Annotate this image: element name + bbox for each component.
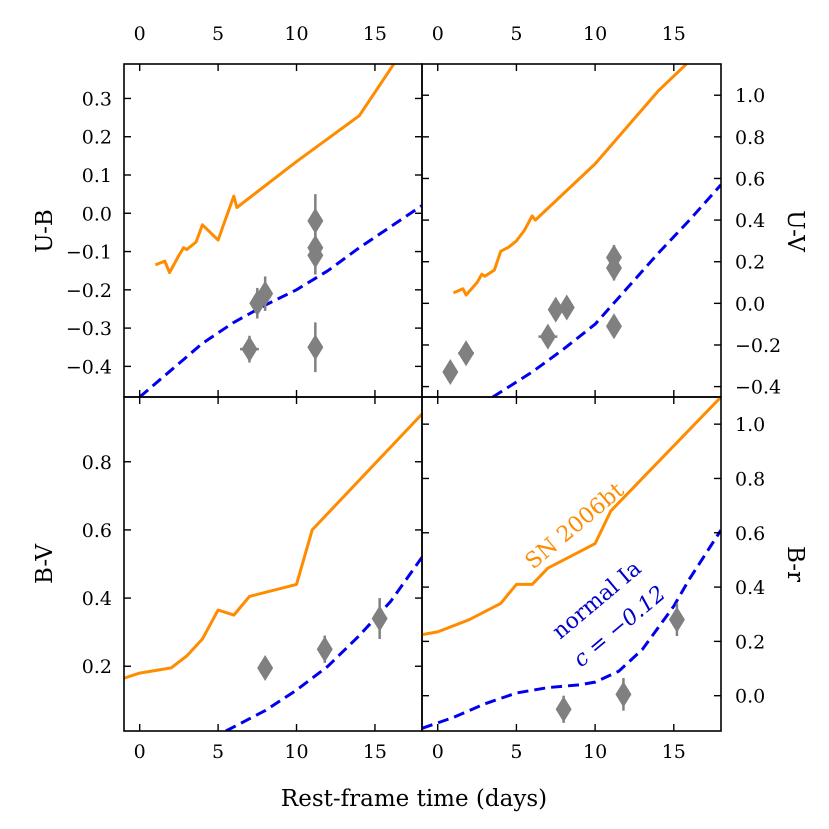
data-point	[307, 322, 324, 373]
diamond-marker	[539, 323, 556, 350]
data-point	[547, 296, 564, 323]
diamond-marker	[668, 606, 685, 633]
axes-frame	[421, 396, 722, 732]
normal-ia-curve	[138, 204, 422, 397]
ylabel-b-r: B-r	[782, 546, 808, 582]
panel-b-r: 0 5 10 150.00.20.40.60.81.0 B-r SN 2006bt n…	[421, 396, 808, 763]
y-tick-label: −0.2	[735, 335, 781, 357]
y-tick-label: 0.6	[735, 523, 765, 545]
y-tick-label: −0.2	[66, 280, 112, 302]
diamond-marker	[605, 313, 622, 340]
diamond-marker	[547, 296, 564, 323]
diamond-marker	[605, 254, 622, 281]
sn2006bt-curve	[452, 64, 688, 297]
x-tick-label: 0	[432, 741, 444, 763]
data-point	[558, 294, 575, 321]
y-tick-label: 1.0	[735, 85, 765, 107]
diamond-marker	[442, 359, 459, 386]
normal-ia-curve	[225, 556, 422, 731]
panel-b-v: 0 5 10 15 0.2 0.4 0.6 0.8 B-V	[32, 396, 423, 763]
y-tick-label: 0.6	[82, 520, 112, 542]
data-point	[371, 598, 388, 639]
y-tick-label: 0.4	[735, 577, 765, 599]
y-tick-label: −0.3	[66, 318, 112, 340]
data-point	[458, 340, 475, 367]
x-tick-label: 5	[510, 23, 522, 45]
diamond-marker	[458, 340, 475, 367]
panel-u-v: 0 5 10 15 −0.4 −0.2 0.0 0.2 0.4 0.6 0.8 1.0 U-V	[421, 23, 808, 399]
normal-ia-curve	[422, 529, 721, 730]
y-tick-label: 0.3	[82, 88, 112, 110]
ylabel-b-v: B-V	[32, 544, 58, 584]
y-tick-label: 0.0	[735, 686, 765, 708]
y-tick-label: 0.1	[82, 165, 112, 187]
y-tick-label: 0.0	[82, 203, 112, 225]
diamond-marker	[307, 207, 324, 234]
data-point	[240, 335, 259, 363]
y-tick-label: 1.0	[735, 414, 765, 436]
x-tick-label: 15	[363, 741, 387, 763]
x-tick-label: 15	[363, 23, 387, 45]
x-tick-label: 5	[212, 23, 224, 45]
x-tick-label: 5	[212, 741, 224, 763]
diamond-marker	[316, 636, 333, 663]
data-point	[555, 695, 572, 723]
x-tick-label: 0	[134, 741, 146, 763]
data-point	[668, 603, 685, 636]
y-tick-label: 0.8	[735, 468, 765, 490]
diamond-marker	[555, 696, 572, 723]
data-point	[538, 323, 558, 350]
normal-ia-curve	[491, 183, 721, 397]
data-point	[257, 654, 274, 681]
x-tick-label: 0	[432, 23, 444, 45]
y-tick-label: 0.8	[82, 452, 112, 474]
x-tick-label: 15	[662, 741, 686, 763]
panel-u-b: 0 5 10 15 −0.4 −0.3 −0.2 −0.1 0.0 0.1 0.2 0.3 U-B	[32, 23, 423, 398]
x-tick-label: 10	[583, 741, 607, 763]
y-tick-label: 0.2	[82, 656, 112, 678]
x-tick-label: 10	[583, 23, 607, 45]
diamond-marker	[558, 294, 575, 321]
diamond-marker	[615, 681, 632, 708]
data-point	[307, 236, 324, 275]
y-tick-label: 0.4	[82, 588, 112, 610]
axes-frame	[123, 396, 423, 732]
y-tick-label: 0.2	[82, 127, 112, 149]
axes-frame	[123, 63, 423, 398]
y-tick-label: −0.4	[66, 356, 112, 378]
y-tick-label: 0.0	[735, 293, 765, 315]
diamond-marker	[307, 334, 324, 361]
x-tick-label: 10	[284, 23, 308, 45]
sn2006bt-curve	[154, 64, 396, 275]
diamond-marker	[257, 654, 274, 681]
x-tick-label: 10	[284, 741, 308, 763]
y-tick-label: 0.8	[735, 127, 765, 149]
y-tick-label: 0.4	[735, 210, 765, 232]
sn2006bt-curve	[422, 397, 721, 637]
x-tick-label: 15	[662, 23, 686, 45]
sn2006bt-curve	[124, 412, 422, 680]
data-point	[257, 276, 274, 311]
data-point	[605, 313, 622, 340]
annotation-sn2006bt: SN 2006bt	[521, 478, 629, 575]
data-point	[442, 359, 459, 386]
y-tick-label: 0.2	[735, 252, 765, 274]
y-tick-label: 0.6	[735, 168, 765, 190]
diamond-marker	[257, 280, 274, 307]
diamond-marker	[371, 605, 388, 632]
data-point	[605, 254, 622, 281]
x-tick-label: 0	[134, 23, 146, 45]
ylabel-u-v: U-V	[782, 210, 808, 252]
y-tick-label: 0.2	[735, 631, 765, 653]
diamond-marker	[241, 336, 258, 363]
data-point	[615, 678, 632, 711]
x-axis-label: Rest-frame time (days)	[281, 786, 547, 812]
data-point	[316, 635, 333, 663]
diamond-marker	[307, 242, 324, 269]
y-tick-label: −0.4	[735, 377, 781, 399]
ylabel-u-b: U-B	[32, 209, 58, 253]
y-tick-label: −0.1	[66, 242, 112, 264]
x-tick-label: 5	[510, 741, 522, 763]
